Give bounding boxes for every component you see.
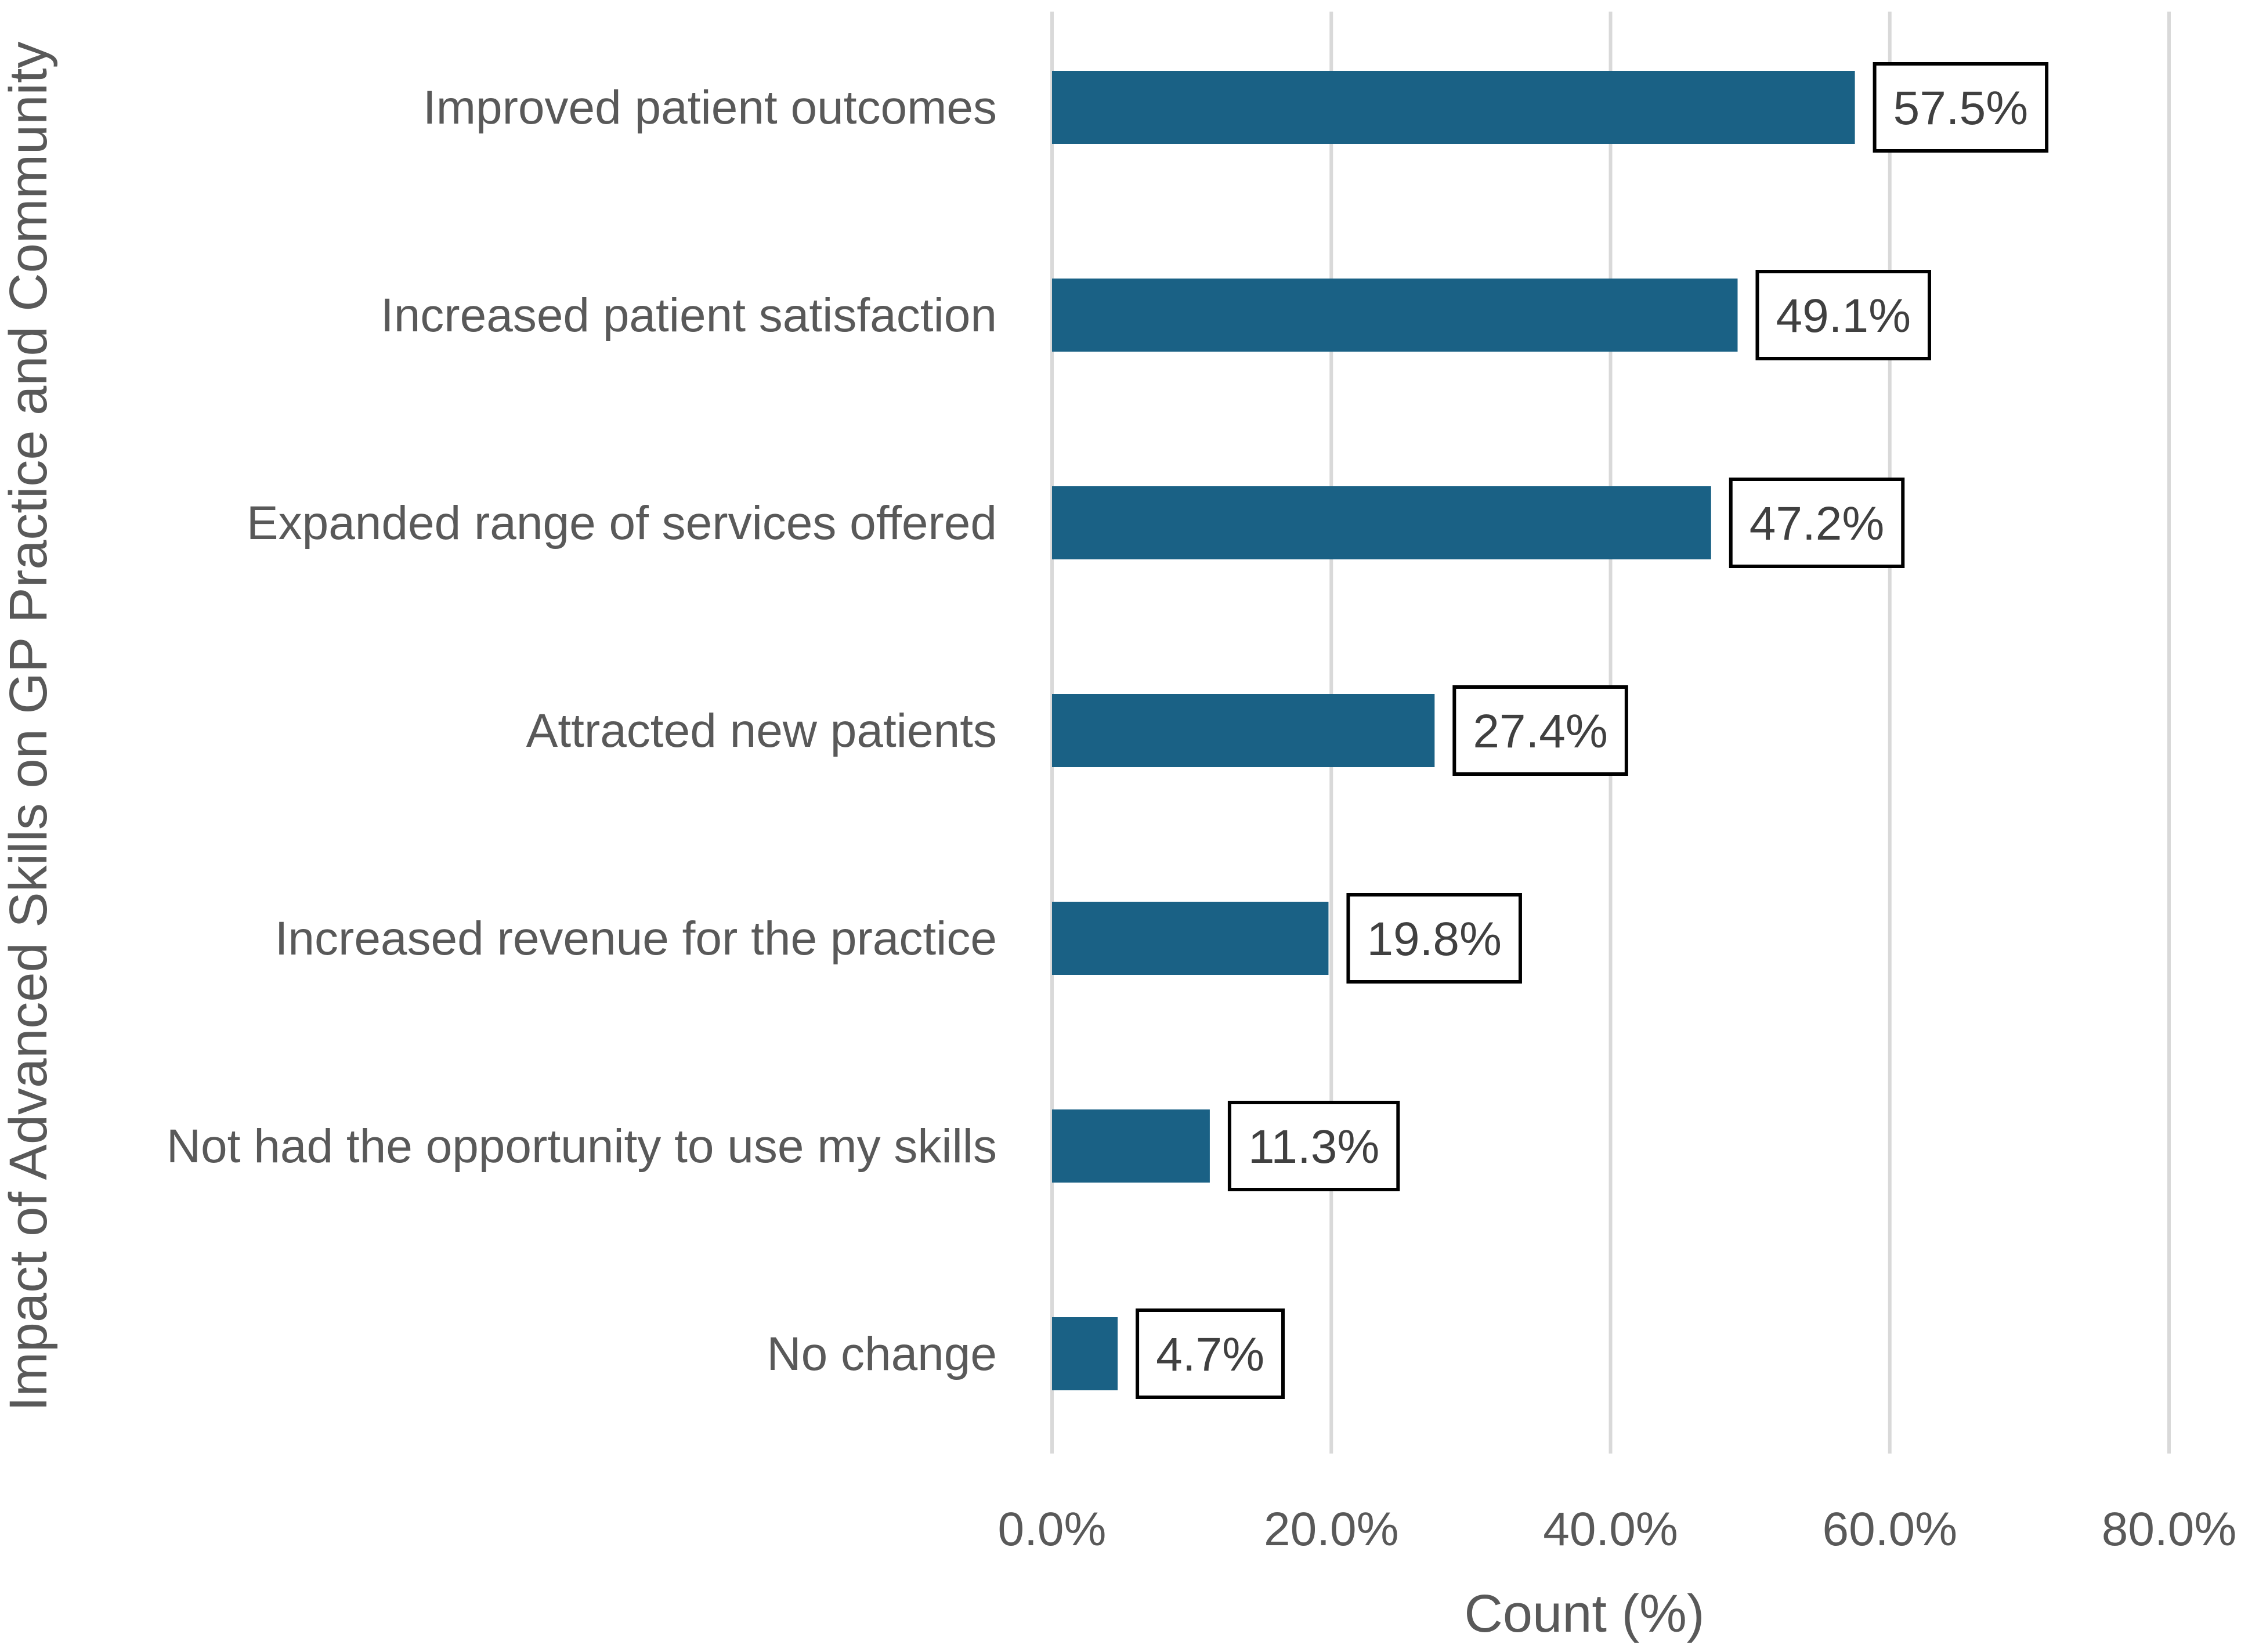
data-label-text: 57.5% (1893, 82, 2029, 135)
bar (1052, 1109, 1210, 1183)
data-label-box (1136, 1308, 1285, 1399)
bar (1052, 486, 1711, 559)
category-label: No change (767, 1328, 997, 1380)
category-label: Attracted new patients (526, 704, 997, 757)
data-label: 27.4% (1452, 685, 1628, 776)
data-label-text: 49.1% (1776, 290, 1911, 342)
data-labels: 57.5% 49.1% 47.2% 27.4% 19.8% 11.3% 4.7% (1136, 62, 2049, 1399)
x-tick-labels: 0.0% 20.0% 40.0% 60.0% 80.0% (998, 1503, 2237, 1556)
data-label-text: 47.2% (1750, 497, 1885, 550)
x-axis-title: Count (%) (1464, 1584, 1704, 1643)
x-tick-label: 20.0% (1264, 1503, 1399, 1556)
data-label-text: 4.7% (1156, 1328, 1264, 1381)
data-label: 11.3% (1227, 1101, 1400, 1191)
bar (1052, 71, 1855, 144)
bar (1052, 279, 1738, 352)
category-label: Increased patient satisfaction (381, 289, 997, 342)
data-label: 47.2% (1729, 478, 1905, 568)
data-label-box (1755, 270, 1931, 360)
bars (1052, 71, 1855, 1390)
data-label-text: 19.8% (1367, 913, 1502, 966)
data-label-box (1227, 1101, 1400, 1191)
x-tick-label: 80.0% (2102, 1503, 2237, 1556)
y-axis-title: Impact of Advanced Skills on GP Practice… (0, 42, 58, 1412)
data-label-box (1452, 685, 1628, 776)
data-label-text: 11.3% (1248, 1120, 1379, 1173)
category-label: Expanded range of services offered (247, 497, 997, 550)
bar (1052, 902, 1329, 975)
data-label: 57.5% (1873, 62, 2049, 153)
data-label: 49.1% (1755, 270, 1931, 360)
bar (1052, 1317, 1118, 1390)
data-label-box (1729, 478, 1905, 568)
x-tick-label: 40.0% (1543, 1503, 1678, 1556)
data-label: 19.8% (1346, 893, 1522, 984)
data-label-text: 27.4% (1473, 705, 1608, 758)
category-label: Improved patient outcomes (423, 81, 997, 134)
category-label: Increased revenue for the practice (275, 912, 997, 965)
category-labels: Improved patient outcomes Increased patie… (167, 81, 997, 1380)
category-label: Not had the opportunity to use my skills (167, 1120, 997, 1173)
x-tick-label: 0.0% (998, 1503, 1107, 1556)
data-label-box (1873, 62, 2049, 153)
bar (1052, 694, 1435, 767)
data-label-box (1346, 893, 1522, 984)
x-tick-label: 60.0% (1822, 1503, 1957, 1556)
data-label: 4.7% (1136, 1308, 1285, 1399)
